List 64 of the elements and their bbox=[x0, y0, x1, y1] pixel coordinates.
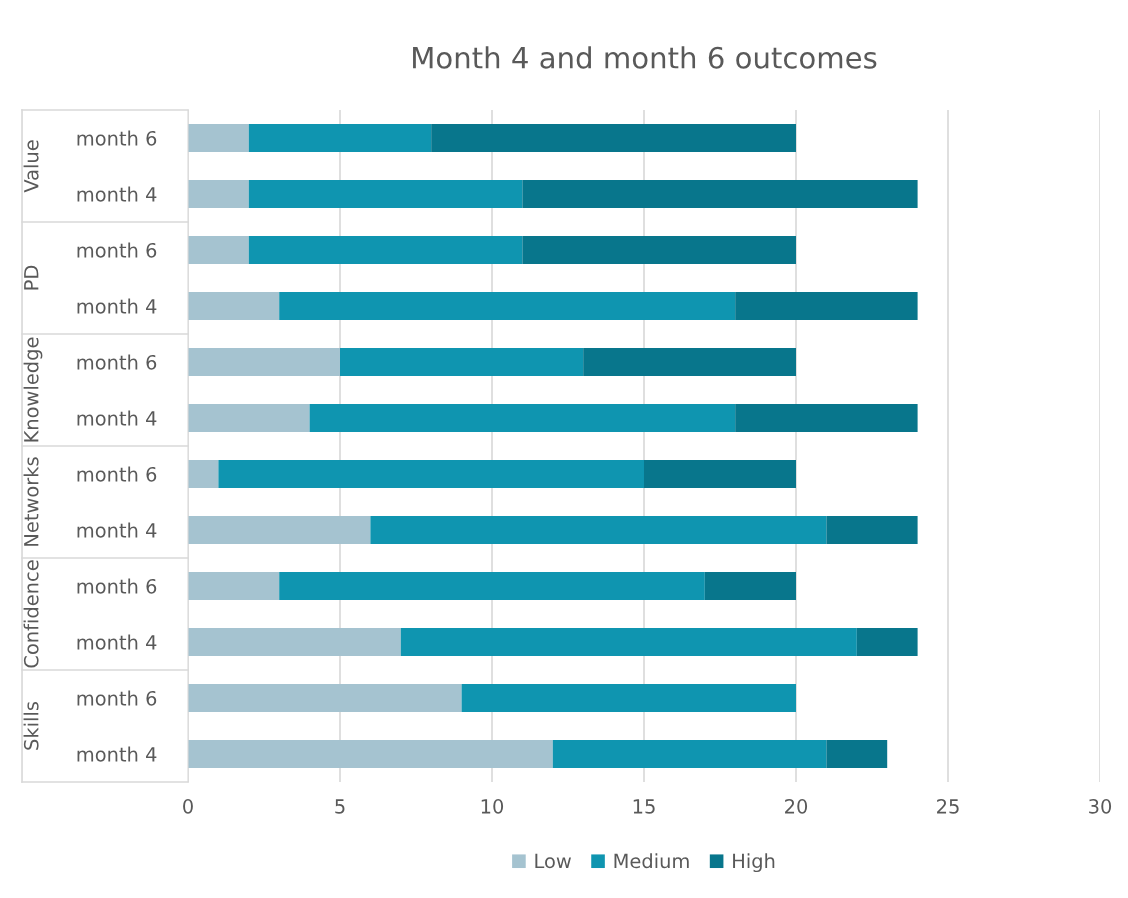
y-tick-label: month 6 bbox=[77, 354, 157, 370]
text: Skills bbox=[23, 701, 39, 750]
bar bbox=[188, 404, 310, 432]
y-tick-label: month 4 bbox=[77, 634, 157, 650]
bar bbox=[856, 628, 918, 656]
x-tick-label: 20 bbox=[785, 799, 808, 814]
text: Networks bbox=[23, 457, 39, 546]
bar bbox=[188, 572, 280, 600]
y-tick-label: month 6 bbox=[77, 466, 157, 482]
bar bbox=[644, 460, 796, 488]
chart-title: Month 4 and month 6 outcomes bbox=[413, 46, 877, 69]
bar bbox=[248, 236, 523, 264]
legend-label: Low bbox=[535, 853, 571, 869]
bar bbox=[309, 404, 736, 432]
bar bbox=[188, 348, 340, 376]
bar bbox=[279, 572, 705, 600]
text: PD bbox=[24, 265, 39, 290]
bar bbox=[826, 740, 888, 768]
x-tick-label: 10 bbox=[481, 799, 504, 814]
y-tick-label: month 4 bbox=[77, 298, 157, 314]
y-tick-label: month 6 bbox=[77, 130, 157, 146]
bar bbox=[188, 684, 462, 712]
bar bbox=[248, 124, 432, 152]
bar bbox=[583, 348, 796, 376]
text: Value bbox=[23, 140, 39, 193]
bar bbox=[400, 628, 857, 656]
y-tick-label: month 4 bbox=[77, 522, 157, 538]
bar bbox=[704, 572, 796, 600]
y-tick-label: month 6 bbox=[77, 242, 157, 258]
y-tick-label: month 6 bbox=[77, 578, 157, 594]
bar bbox=[188, 460, 219, 488]
bar bbox=[431, 124, 796, 152]
bar bbox=[522, 236, 796, 264]
bar bbox=[218, 460, 644, 488]
text: Knowledge bbox=[23, 337, 43, 442]
bar bbox=[188, 516, 371, 544]
bar bbox=[461, 684, 796, 712]
bar bbox=[370, 516, 827, 544]
y-tick-label: month 6 bbox=[77, 690, 157, 706]
bar bbox=[552, 740, 827, 768]
x-tick-label: 30 bbox=[1089, 799, 1112, 814]
bar bbox=[188, 236, 249, 264]
bar bbox=[735, 292, 918, 320]
y-tick-label: month 4 bbox=[77, 186, 157, 202]
legend-label: High bbox=[733, 853, 775, 873]
bar bbox=[340, 348, 584, 376]
bar bbox=[188, 628, 401, 656]
x-tick-label: 5 bbox=[335, 799, 345, 814]
bar bbox=[522, 180, 918, 208]
x-tick-label: 25 bbox=[937, 799, 959, 814]
bar bbox=[188, 740, 553, 768]
text: Confidence bbox=[23, 560, 39, 668]
bar bbox=[735, 404, 918, 432]
x-tick-label: 15 bbox=[633, 799, 655, 814]
bar bbox=[826, 516, 918, 544]
y-tick-label: month 4 bbox=[77, 746, 157, 762]
legend-label: Medium bbox=[614, 853, 689, 869]
bar bbox=[279, 292, 736, 320]
y-tick-label: month 4 bbox=[77, 410, 157, 426]
bar bbox=[248, 180, 523, 208]
bar bbox=[188, 180, 249, 208]
x-tick-label: 0 bbox=[183, 799, 193, 814]
bar bbox=[188, 292, 280, 320]
bar bbox=[188, 124, 249, 152]
